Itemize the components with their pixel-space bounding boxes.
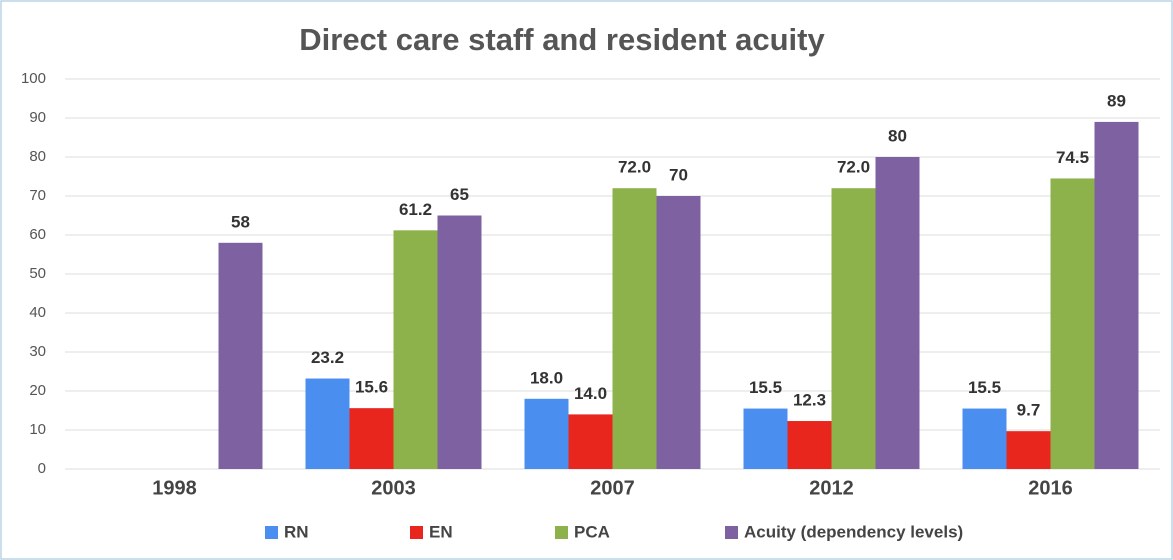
y-tick-label: 20 [29,382,46,399]
y-tick-label: 30 [29,343,46,360]
value-label: 61.2 [399,200,432,219]
value-label: 72.0 [618,158,651,177]
chart-title: Direct care staff and resident acuity [299,22,825,57]
legend-swatch [555,526,568,539]
value-label: 14.0 [574,384,607,403]
y-tick-label: 40 [29,304,46,321]
value-label: 15.5 [968,378,1001,397]
value-label: 89 [1107,91,1126,110]
y-tick-label: 60 [29,226,46,243]
bar [1006,431,1051,469]
value-label: 15.5 [749,378,782,397]
bar [875,157,920,469]
legend-label: EN [429,522,453,541]
value-label: 80 [888,126,907,145]
x-tick-label: 1998 [152,477,197,499]
bar [962,408,1007,469]
value-label: 9.7 [1017,401,1041,420]
y-tick-label: 80 [29,148,46,165]
y-tick-label: 10 [29,421,46,438]
x-tick-label: 2016 [1028,477,1073,499]
bar [218,242,263,469]
value-label: 23.2 [311,348,344,367]
y-tick-label: 90 [29,109,46,126]
value-label: 74.5 [1056,148,1089,167]
x-tick-label: 2007 [590,477,635,499]
legend-swatch [265,526,278,539]
bar [1094,121,1139,470]
bar [393,230,438,469]
bar [305,378,350,469]
bar [349,408,394,469]
legend-label: RN [284,522,309,541]
bar [831,188,876,469]
x-tick-label: 2003 [371,477,416,499]
legend-label: Acuity (dependency levels) [744,522,963,541]
bar [743,408,788,469]
y-tick-label: 100 [21,70,46,87]
bar [524,398,569,469]
bar [612,188,657,469]
x-tick-label: 2012 [809,477,854,499]
bar [787,421,832,469]
value-label: 15.6 [355,378,388,397]
value-label: 72.0 [837,158,870,177]
bar [568,414,613,469]
bar [1050,178,1095,469]
y-tick-label: 50 [29,265,46,282]
value-label: 58 [231,212,250,231]
bar [437,215,482,469]
value-label: 70 [669,165,688,184]
value-label: 12.3 [793,391,826,410]
value-label: 65 [450,185,469,204]
legend-label: PCA [574,522,610,541]
legend-swatch [410,526,423,539]
bar [656,196,701,469]
legend-swatch [725,526,738,539]
value-label: 18.0 [530,368,563,387]
y-tick-label: 70 [29,187,46,204]
y-tick-label: 0 [38,460,46,477]
